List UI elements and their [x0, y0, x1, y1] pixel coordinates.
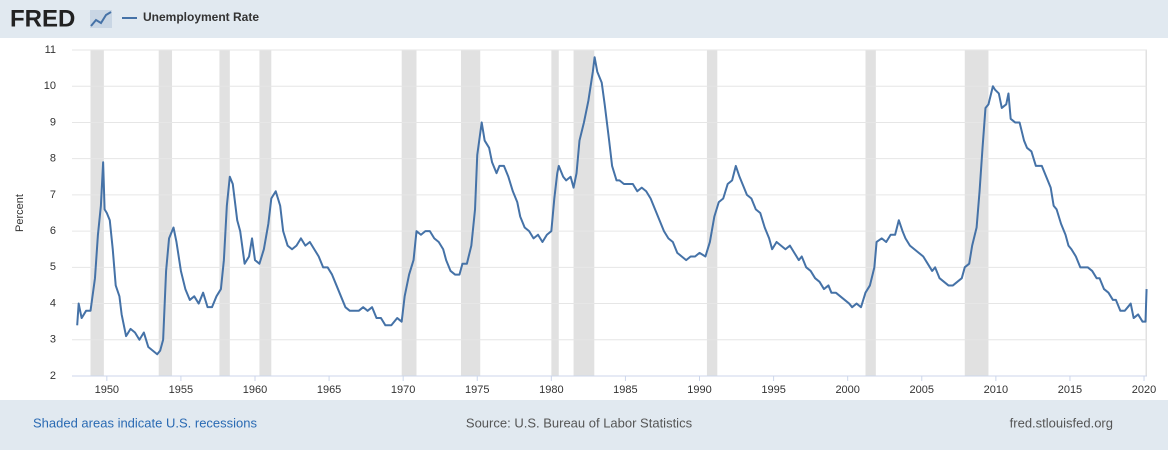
recession-band — [158, 50, 173, 376]
recession-band — [219, 50, 230, 376]
site-link[interactable]: fred.stlouisfed.org — [1010, 415, 1113, 430]
x-tick-label: 1985 — [613, 384, 637, 396]
x-tick-label: 2005 — [910, 384, 934, 396]
x-tick-label: 2010 — [984, 384, 1008, 396]
y-tick-label: 5 — [50, 261, 56, 273]
logo[interactable]: FRED — [10, 5, 75, 32]
recession-band — [551, 50, 559, 376]
y-tick-label: 11 — [45, 44, 56, 56]
y-tick-label: 10 — [44, 80, 56, 92]
recession-band — [573, 50, 595, 376]
recession-note[interactable]: Shaded areas indicate U.S. recessions — [33, 415, 258, 430]
logo-icon-line — [90, 11, 112, 27]
x-tick-label: 2015 — [1058, 384, 1082, 396]
y-tick-label: 7 — [50, 189, 56, 201]
recession-band — [401, 50, 417, 376]
y-tick-label: 3 — [50, 334, 56, 346]
x-tick-label: 1975 — [465, 384, 489, 396]
y-axis-label: Percent — [14, 194, 26, 232]
x-tick-label: 1980 — [539, 384, 563, 396]
series-line — [76, 56, 1148, 356]
x-tick-label: 1965 — [317, 384, 341, 396]
logo-icon — [90, 10, 112, 28]
legend-label[interactable]: Unemployment Rate — [143, 10, 259, 24]
y-tick-label: 8 — [50, 153, 56, 165]
source-note: Source: U.S. Bureau of Labor Statistics — [466, 415, 693, 430]
y-tick-label: 6 — [50, 225, 56, 237]
y-tick-label: 9 — [50, 116, 56, 128]
plot-area: 2 3 4 5 6 7 8 9 10 11 1950 1955 1960 1965 1970 1975 1980… — [44, 44, 1157, 396]
recession-band — [865, 50, 876, 376]
recession-band — [259, 50, 272, 376]
recession-band — [90, 50, 104, 376]
x-tick-label: 1990 — [687, 384, 711, 396]
x-tick-label: 2000 — [835, 384, 859, 396]
y-tick-label: 4 — [50, 297, 56, 309]
recession-band — [460, 50, 481, 376]
x-tick-label: 1995 — [761, 384, 785, 396]
x-tick-label: 1950 — [95, 384, 119, 396]
recession-band — [706, 50, 718, 376]
x-tick-label: 2020 — [1132, 384, 1156, 396]
x-tick-label: 1955 — [169, 384, 193, 396]
recession-band — [964, 50, 989, 376]
x-tick-label: 1970 — [391, 384, 415, 396]
y-tick-label: 2 — [50, 370, 56, 382]
x-tick-label: 1960 — [243, 384, 267, 396]
recession-band — [1145, 50, 1147, 376]
